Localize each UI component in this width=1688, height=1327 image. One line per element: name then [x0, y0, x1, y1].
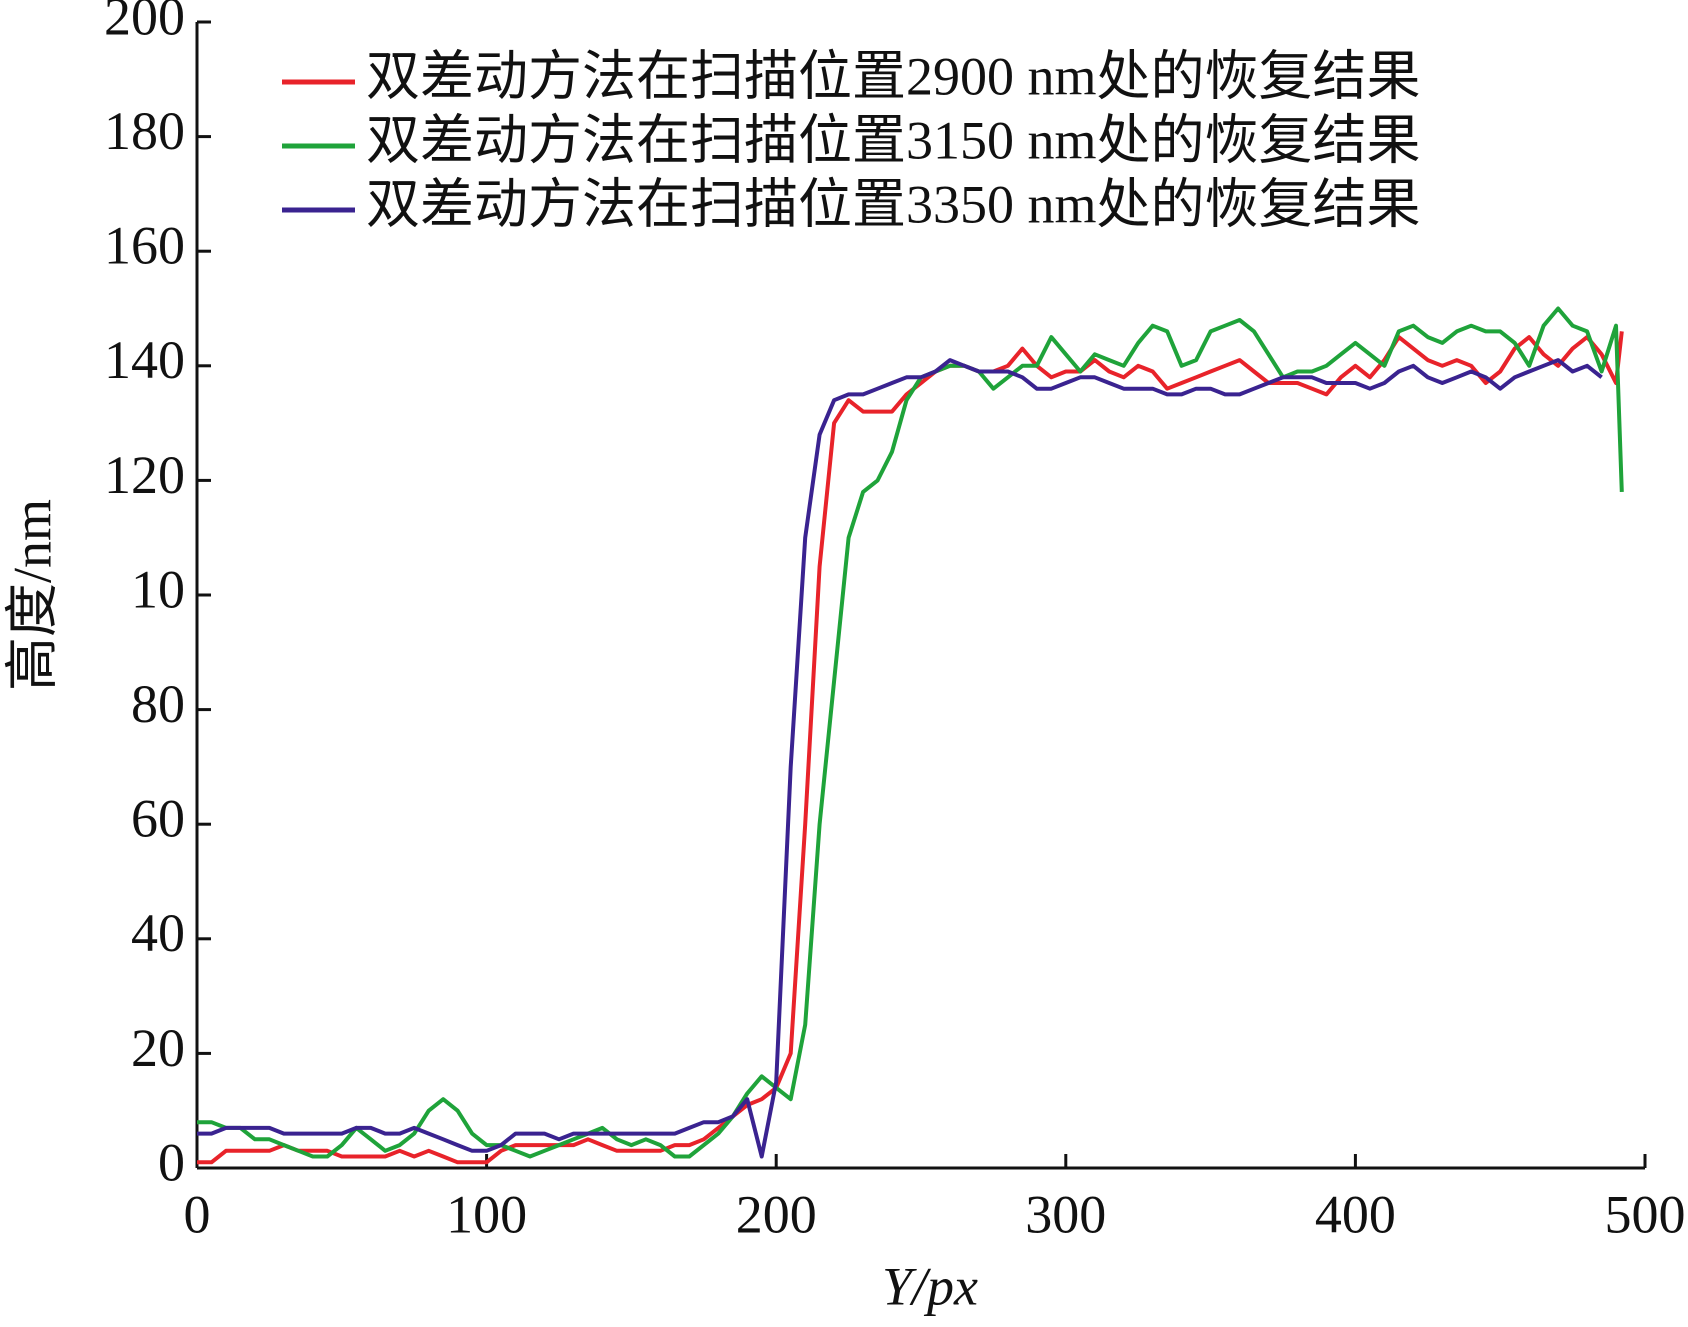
- y-tick-label: 120: [104, 445, 185, 505]
- y-tick-label: 10: [131, 559, 185, 619]
- y-tick-label: 160: [104, 216, 185, 276]
- legend-label: 双差动方法在扫描位置3150 nm处的恢复结果: [366, 110, 1421, 170]
- data-line: [197, 306, 1624, 1159]
- y-tick-label: 200: [104, 0, 185, 46]
- y-tick-label: 140: [104, 330, 185, 390]
- x-axis-label: Y/px: [882, 1256, 978, 1316]
- y-tick-label: 0: [158, 1132, 185, 1192]
- x-tick-label: 400: [1315, 1184, 1396, 1244]
- y-tick-label: 40: [131, 903, 185, 963]
- x-tick-label: 500: [1605, 1184, 1686, 1244]
- legend-label: 双差动方法在扫描位置3350 nm处的恢复结果: [366, 174, 1421, 234]
- y-tick-label: 20: [131, 1018, 185, 1078]
- x-tick-label: 0: [184, 1184, 211, 1244]
- legend-label: 双差动方法在扫描位置2900 nm处的恢复结果: [366, 46, 1421, 106]
- y-tick-label: 60: [131, 789, 185, 849]
- data-line: [197, 358, 1603, 1159]
- y-tick-label: 180: [104, 101, 185, 161]
- x-tick-label: 100: [446, 1184, 527, 1244]
- data-line: [197, 331, 1624, 1165]
- x-tick-label: 200: [736, 1184, 817, 1244]
- y-axis-label: 高度/nm: [2, 499, 62, 691]
- y-tick-label: 80: [131, 674, 185, 734]
- x-tick-label: 300: [1025, 1184, 1106, 1244]
